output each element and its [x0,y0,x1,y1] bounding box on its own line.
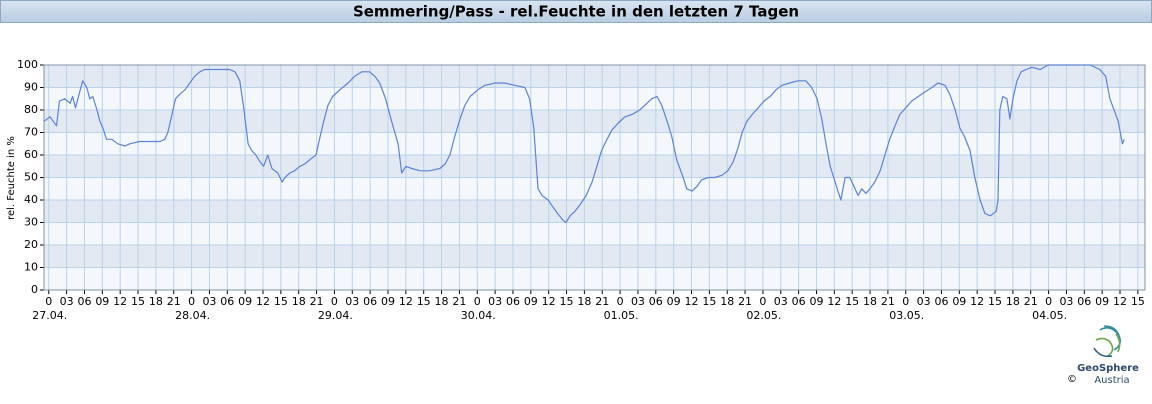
x-tick-label: 12 [1113,295,1127,308]
x-tick-label: 03 [631,295,645,308]
x-tick-label: 0 [45,295,52,308]
y-tick-label: 50 [24,171,38,184]
logo-name: GeoSphere [1077,363,1139,374]
x-tick-label: 03 [774,295,788,308]
x-tick-label: 15 [131,295,145,308]
x-tick-label: 0 [188,295,195,308]
x-tick-label: 0 [759,295,766,308]
x-tick-label: 18 [149,295,163,308]
x-tick-label: 21 [452,295,466,308]
x-tick-label: 18 [292,295,306,308]
x-tick-label: 12 [399,295,413,308]
x-tick-label: 06 [1077,295,1091,308]
x-tick-label: 0 [331,295,338,308]
x-tick-label: 15 [417,295,431,308]
x-tick-label: 09 [1095,295,1109,308]
x-tick-label: 09 [667,295,681,308]
x-tick-label: 09 [809,295,823,308]
x-tick-label: 18 [577,295,591,308]
x-tick-label: 18 [435,295,449,308]
plot-area: 0 03 06 09 12 15 18 21 0 03 06 09 12 15 18 21 0 03 06 09 12 1… [17,58,1146,322]
y-tick-label: 40 [24,193,38,206]
y-axis-label: rel. Feuchte in % [6,136,17,220]
y-tick-label: 70 [24,126,38,139]
x-tick-label: 0 [902,295,909,308]
logo-sub: Austria [1094,375,1129,386]
x-tick-label: 0 [474,295,481,308]
logo-icon [1093,325,1122,358]
chart-title: Semmering/Pass - rel.Feuchte in den letz… [353,3,799,21]
x-tick-label: 09 [95,295,109,308]
x-tick-label: 06 [363,295,377,308]
x-tick-label: 21 [310,295,324,308]
x-tick-label: 15 [988,295,1002,308]
y-tick-label: 10 [24,261,38,274]
y-tick-label: 80 [24,103,38,116]
copyright: © [1067,374,1077,385]
x-tick-label: 12 [685,295,699,308]
date-label: 29.04. [318,309,353,322]
x-tick-label: 0 [617,295,624,308]
logo: GeoSphere Austria © [1067,325,1139,386]
x-tick-label: 09 [524,295,538,308]
x-tick-label: 03 [488,295,502,308]
x-tick-label: 0 [1045,295,1052,308]
data-line [43,64,1125,224]
x-tick-label: 09 [381,295,395,308]
x-tick-label: 03 [345,295,359,308]
x-tick-label: 12 [970,295,984,308]
x-tick-label: 21 [595,295,609,308]
x-tick-label: 03 [1059,295,1073,308]
x-tick-label: 06 [792,295,806,308]
y-tick-label: 30 [24,216,38,229]
date-label: 28.04. [175,309,210,322]
x-tick-label: 21 [167,295,181,308]
y-tick-label: 0 [31,283,38,296]
x-tick-label: 12 [827,295,841,308]
x-tick-label: 18 [1006,295,1020,308]
x-tick-label: 06 [649,295,663,308]
plot-frame [43,64,1146,291]
date-label: 01.05. [604,309,639,322]
x-tick-label: 15 [1131,295,1145,308]
x-tick-label: 12 [256,295,270,308]
y-tick-label: 20 [24,238,38,251]
x-tick-label: 06 [506,295,520,308]
x-tick-label: 21 [881,295,895,308]
x-tick-label: 06 [220,295,234,308]
x-tick-label: 18 [720,295,734,308]
x-tick-label: 03 [202,295,216,308]
x-tick-label: 09 [238,295,252,308]
x-tick-label: 15 [274,295,288,308]
y-tick-label: 60 [24,148,38,161]
y-tick-label: 100 [17,58,38,71]
x-tick-label: 15 [702,295,716,308]
x-tick-label: 06 [934,295,948,308]
x-tick-label: 12 [113,295,127,308]
x-tick-label: 21 [738,295,752,308]
x-tick-label: 15 [560,295,574,308]
y-tick-label: 90 [24,81,38,94]
date-label: 30.04. [461,309,496,322]
date-label: 04.05. [1032,309,1067,322]
date-label: 03.05. [889,309,924,322]
x-tick-label: 15 [845,295,859,308]
x-tick-label: 21 [1024,295,1038,308]
date-label: 02.05. [746,309,781,322]
x-tick-label: 03 [60,295,74,308]
x-tick-label: 09 [952,295,966,308]
date-label: 27.04. [32,309,67,322]
x-tick-label: 03 [917,295,931,308]
x-tick-label: 18 [863,295,877,308]
x-tick-label: 12 [542,295,556,308]
x-tick-label: 06 [77,295,91,308]
